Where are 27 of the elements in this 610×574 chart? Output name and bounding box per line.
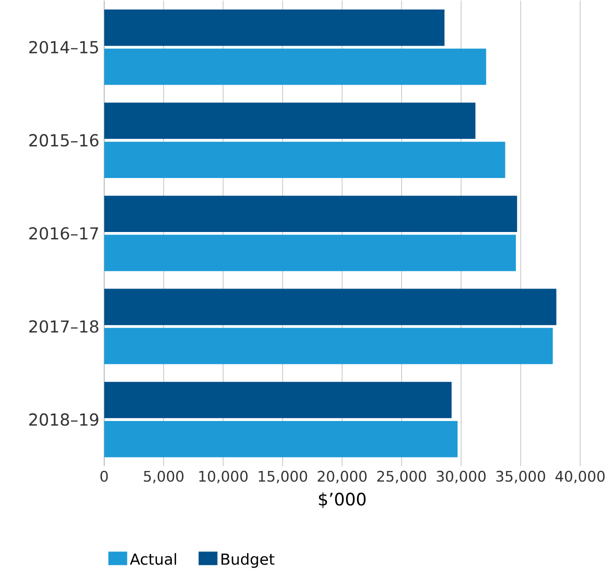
x-tick-label: 0 [100, 470, 108, 482]
y-tick-label: 2016–17 [29, 227, 98, 240]
x-tick-label: 20,000 [318, 470, 367, 484]
bar [104, 288, 556, 325]
x-tick-label: 10,000 [199, 470, 248, 484]
bar [104, 102, 476, 139]
bar [104, 196, 518, 232]
bar [104, 234, 516, 271]
bar [104, 9, 444, 46]
x-tick-label: 30,000 [436, 470, 486, 484]
bar [104, 328, 553, 364]
legend-label: Actual [130, 553, 176, 565]
y-tick-label: 2014–15 [29, 40, 98, 54]
legend-label: Budget [222, 553, 274, 568]
y-tick-label: 2017–18 [29, 320, 98, 333]
x-tick-label: 35,000 [496, 470, 546, 484]
x-tick-label: 25,000 [377, 470, 426, 484]
bar [104, 48, 486, 85]
y-tick-label: 2015–16 [29, 134, 98, 146]
bar [104, 420, 458, 458]
bar [104, 142, 506, 178]
x-tick-label: 15,000 [258, 470, 308, 484]
y-tick-label: 2018–19 [29, 413, 98, 426]
x-axis-title: $’000 [318, 492, 366, 508]
bar [104, 382, 452, 418]
x-tick-label: 5,000 [144, 470, 184, 484]
x-tick-label: 40,000 [555, 470, 605, 484]
